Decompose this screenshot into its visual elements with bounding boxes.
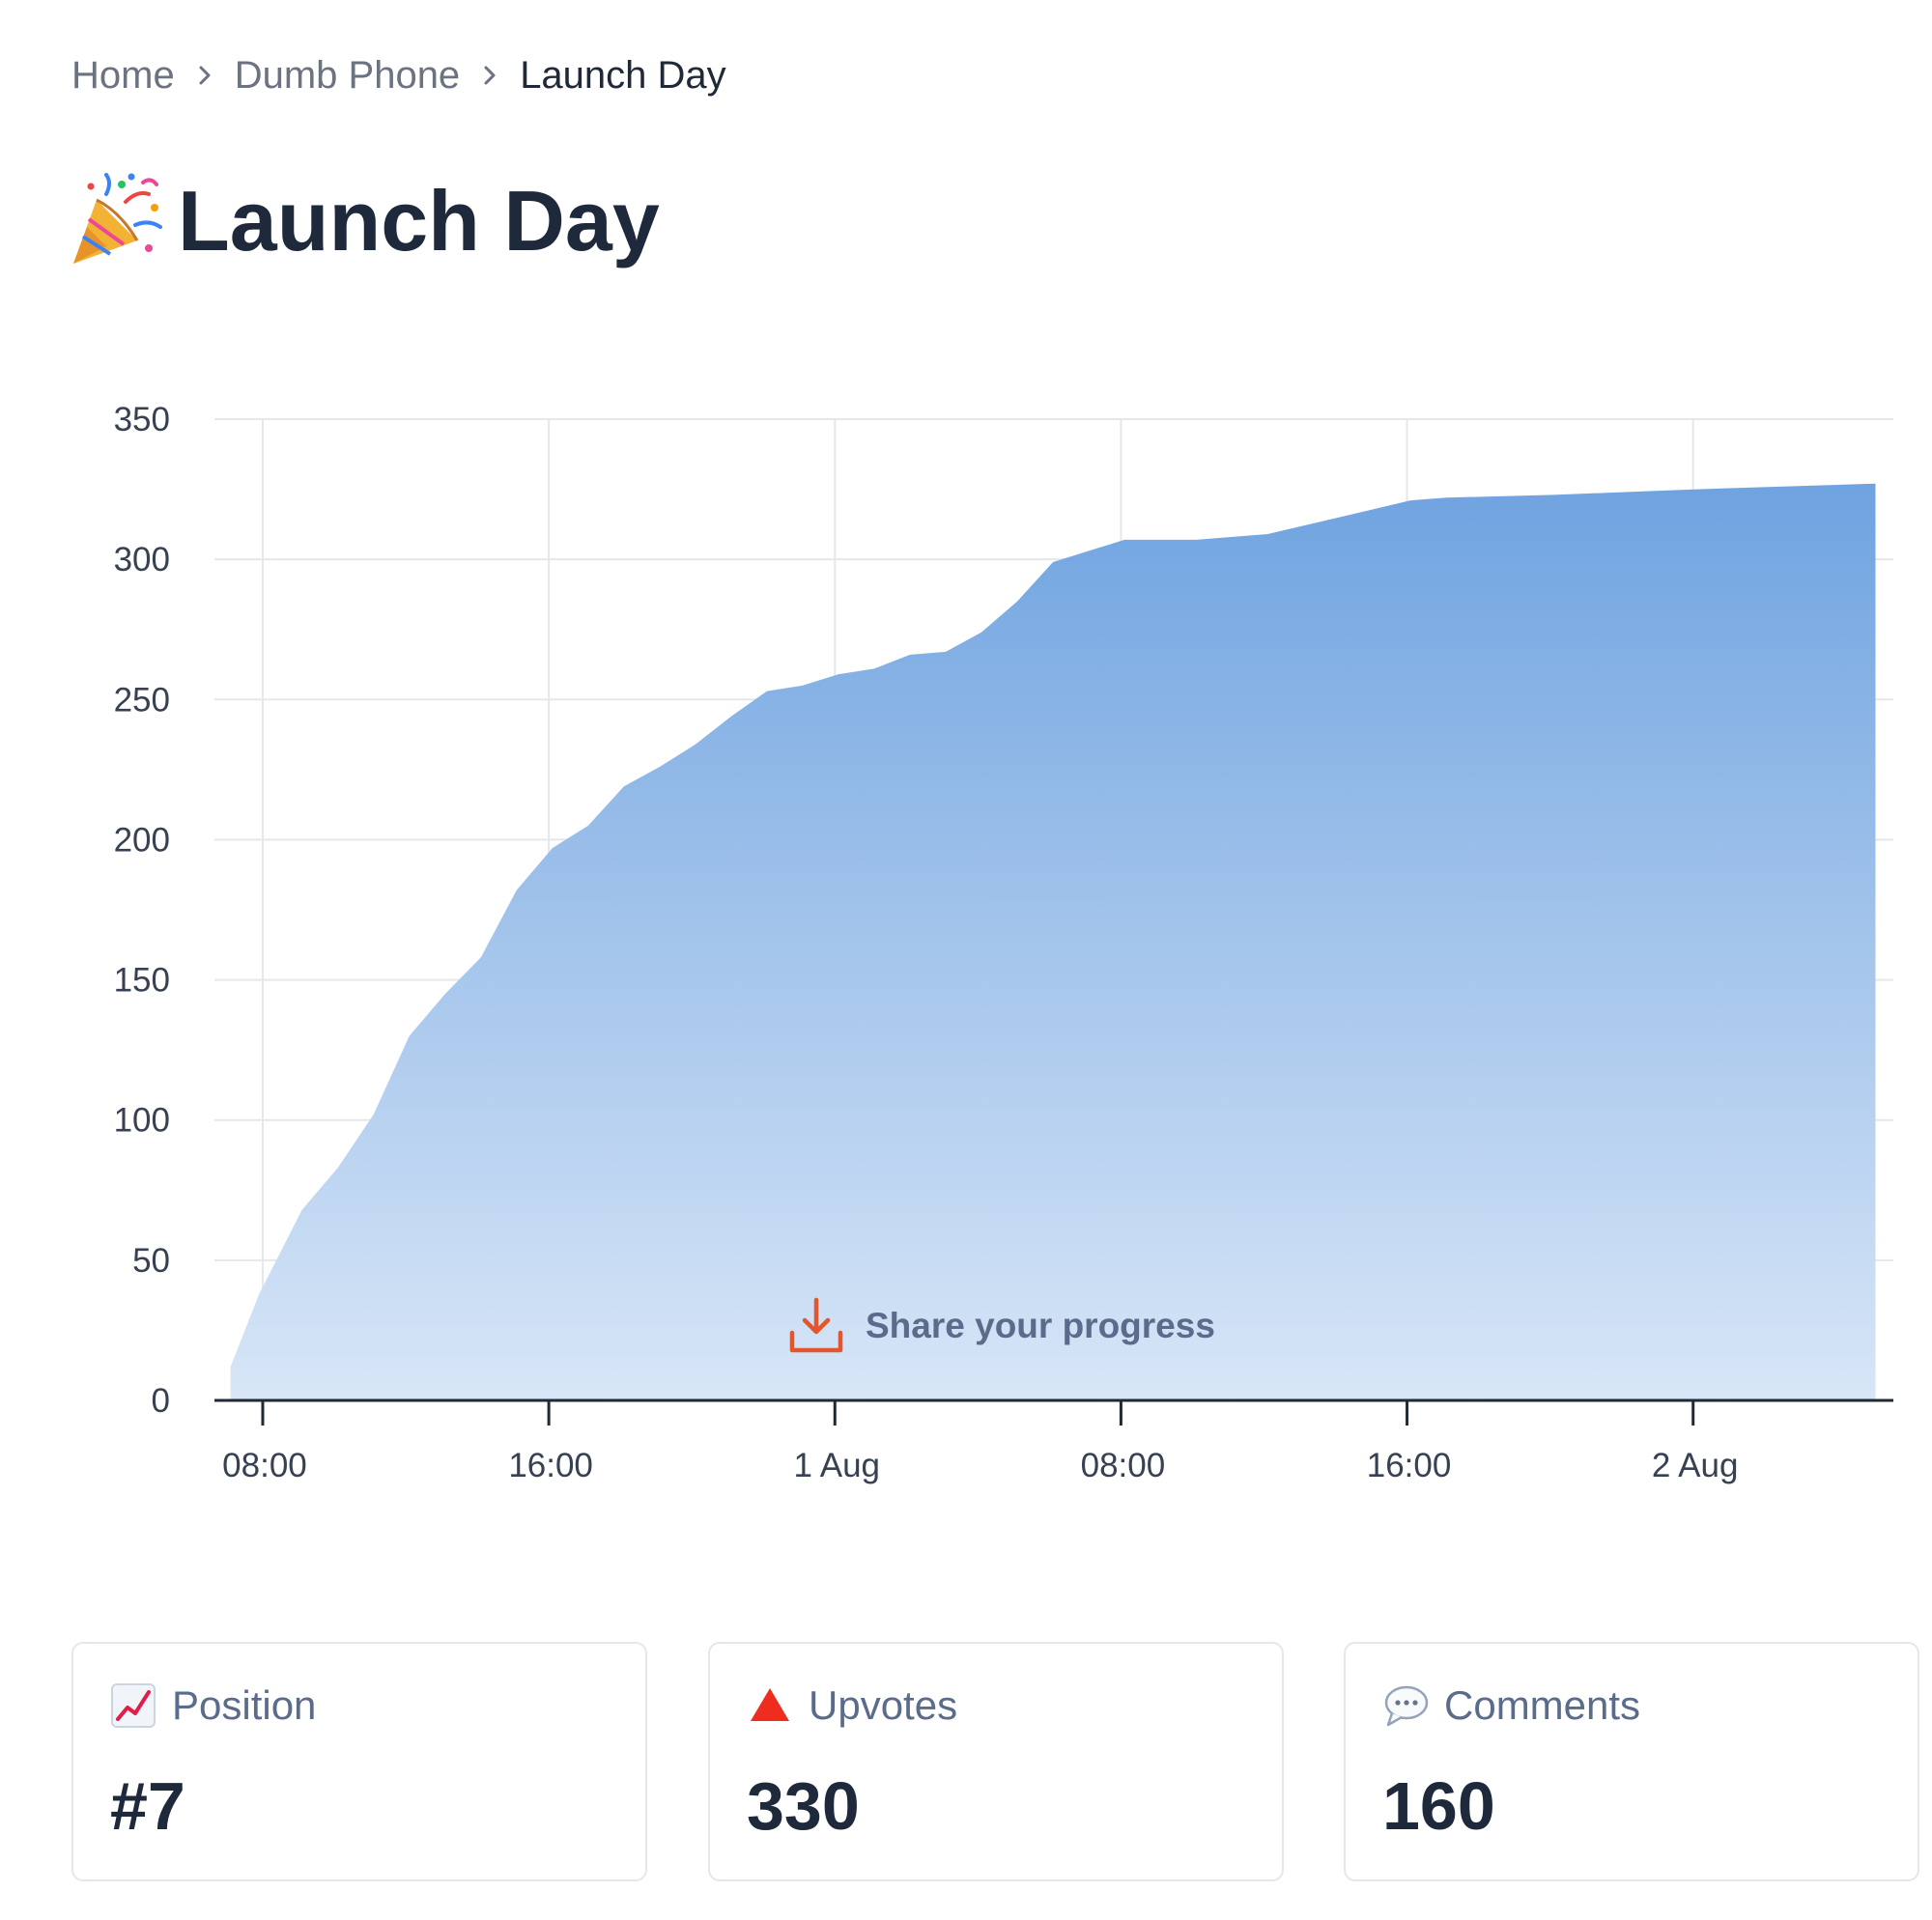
y-tick-label: 100 xyxy=(114,1102,170,1140)
y-tick-label: 350 xyxy=(114,401,170,438)
y-tick-label: 0 xyxy=(152,1382,170,1420)
breadcrumb: Home Dumb Phone Launch Day xyxy=(71,48,726,102)
stat-label: Position xyxy=(172,1682,317,1728)
stat-card-header: Comments xyxy=(1382,1682,1640,1729)
stat-card-header: Position xyxy=(110,1682,316,1729)
stat-card-header: Upvotes xyxy=(747,1682,957,1729)
chart-area-series xyxy=(230,483,1876,1400)
chevron-right-icon xyxy=(175,64,235,87)
x-tick-label: 16:00 xyxy=(508,1447,593,1484)
red-triangle-icon xyxy=(747,1682,793,1729)
x-tick-label: 08:00 xyxy=(1081,1447,1166,1484)
stat-card-comments: Comments 160 xyxy=(1344,1642,1919,1881)
x-tick-label: 08:00 xyxy=(222,1447,307,1484)
y-tick-label: 50 xyxy=(132,1242,170,1280)
stat-card-upvotes: Upvotes 330 xyxy=(708,1642,1284,1881)
stat-value: 160 xyxy=(1382,1768,1495,1844)
breadcrumb-home[interactable]: Home xyxy=(71,54,175,97)
y-tick-label: 200 xyxy=(114,821,170,859)
x-tick-label: 1 Aug xyxy=(793,1447,880,1484)
download-icon xyxy=(788,1296,844,1356)
y-tick-label: 250 xyxy=(114,681,170,719)
stat-value: #7 xyxy=(110,1768,185,1844)
y-tick-label: 300 xyxy=(114,541,170,579)
x-tick-label: 16:00 xyxy=(1367,1447,1452,1484)
x-tick-label: 2 Aug xyxy=(1652,1447,1739,1484)
speech-bubble-icon xyxy=(1382,1682,1429,1729)
stat-card-position: Position #7 xyxy=(71,1642,647,1881)
chart-increasing-icon xyxy=(110,1682,156,1729)
share-progress-button[interactable]: Share your progress xyxy=(788,1296,1215,1356)
chevron-right-icon xyxy=(460,64,520,87)
stat-value: 330 xyxy=(747,1768,860,1844)
stat-label: Upvotes xyxy=(809,1682,958,1728)
breadcrumb-product[interactable]: Dumb Phone xyxy=(234,54,461,97)
party-popper-icon xyxy=(68,173,164,269)
share-progress-label: Share your progress xyxy=(866,1306,1215,1345)
breadcrumb-current: Launch Day xyxy=(520,54,726,97)
stat-label: Comments xyxy=(1444,1682,1641,1728)
chart-axes: 0 50 100 150 200 250 300 350 08:00 16:00 1 Aug 08:0… xyxy=(114,401,1893,1484)
page-header: Launch Day xyxy=(68,172,660,270)
y-tick-label: 150 xyxy=(114,962,170,1000)
upvotes-chart: 0 50 100 150 200 250 300 350 08:00 16:00 1 Aug 08:0… xyxy=(114,401,1893,1484)
page-title: Launch Day xyxy=(178,173,660,268)
